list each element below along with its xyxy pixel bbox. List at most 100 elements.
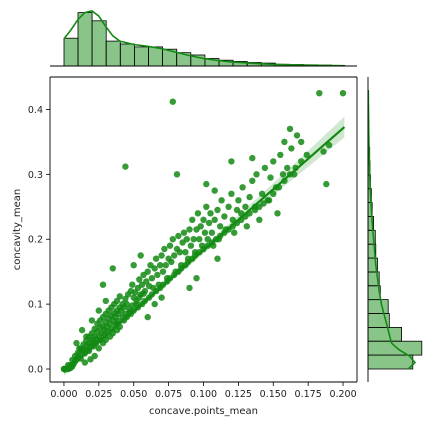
scatter-point <box>193 275 200 282</box>
scatter-point <box>116 293 124 300</box>
scatter-point <box>161 245 168 253</box>
scatter-point <box>258 190 266 197</box>
scatter-point <box>83 333 90 340</box>
y-tick-label: 0.1 <box>28 300 43 311</box>
scatter-point <box>246 193 253 201</box>
scatter-point <box>211 216 218 223</box>
scatter-point <box>267 174 274 181</box>
scatter-point <box>217 223 224 230</box>
x-tick-label: 0.175 <box>295 389 322 400</box>
scatter-point <box>173 171 181 178</box>
scatter-point <box>176 249 183 256</box>
scatter-point <box>76 345 83 352</box>
scatter-point <box>270 158 277 165</box>
scatter-point <box>151 265 158 272</box>
histogram-bar-x <box>148 46 164 67</box>
scatter-point <box>144 268 151 275</box>
y-tick-label: 0.4 <box>28 105 43 116</box>
scatter-point <box>151 300 158 308</box>
scatter-point <box>158 252 165 259</box>
scatter-point <box>95 307 103 314</box>
scatter-point <box>158 294 165 301</box>
scatter-point <box>140 290 147 297</box>
scatter-point <box>168 258 175 266</box>
scatter-point <box>253 171 260 178</box>
scatter-point <box>152 255 160 262</box>
x-tick-label: 0.075 <box>155 389 182 400</box>
scatter-point <box>197 223 204 230</box>
y-tick-label: 0.3 <box>28 170 43 181</box>
x-tick-label: 0.050 <box>120 389 147 400</box>
scatter-point <box>136 276 143 283</box>
scatter-point <box>130 262 137 269</box>
scatter-point <box>203 203 210 210</box>
scatter-point <box>122 310 129 318</box>
x-tick-label: 0.125 <box>225 389 252 400</box>
scatter-point <box>182 249 189 256</box>
x-tick-label: 0.150 <box>260 389 287 400</box>
scatter-point <box>129 302 136 309</box>
scatter-point <box>88 317 96 324</box>
top-marginal-histogram <box>50 10 357 67</box>
x-tick-label: 0.200 <box>329 389 356 400</box>
scatter-point <box>123 300 130 308</box>
x-axis-label: concave.points_mean <box>149 406 258 417</box>
scatter-point <box>187 242 195 249</box>
scatter-point <box>102 297 110 305</box>
scatter-point <box>171 252 178 259</box>
scatter-point <box>91 352 98 360</box>
scatter-point <box>159 268 167 275</box>
scatter-point <box>243 223 250 230</box>
axes: 0.000 0.025 0.050 0.075 0.100 0.125 0.150 0.175… <box>28 76 358 400</box>
histogram-bar-x <box>91 20 107 67</box>
scatter-point <box>169 98 176 105</box>
scatter-point <box>235 197 242 204</box>
scatter-point <box>320 148 327 155</box>
histogram-bar-x <box>63 37 79 67</box>
scatter-point <box>274 210 281 217</box>
scatter-point <box>196 236 203 243</box>
scatter-point <box>249 154 256 162</box>
scatter-point <box>239 184 246 191</box>
scatter-point <box>218 197 225 204</box>
scatter-point <box>231 229 238 236</box>
scatter-point <box>265 197 273 204</box>
scatter-point <box>99 281 107 288</box>
scatter-point <box>143 278 150 285</box>
scatter-point <box>323 180 330 188</box>
scatter-point <box>298 138 305 146</box>
y-tick-label: 0.0 <box>28 365 43 376</box>
x-tick-label: 0.000 <box>50 389 77 400</box>
scatter-point <box>166 242 174 249</box>
scatter-point <box>277 151 284 159</box>
scatter-point <box>207 210 214 217</box>
scatter-point <box>288 145 295 152</box>
scatter-point <box>281 138 288 146</box>
scatter-point <box>113 297 121 305</box>
scatter-point <box>95 345 103 352</box>
scatter-point <box>286 125 294 133</box>
scatter-point <box>279 171 287 178</box>
scatter-point <box>162 262 169 269</box>
scatter-point <box>214 206 221 214</box>
y-axis-label: concavity_mean <box>12 189 23 270</box>
histogram-bar-x <box>77 12 93 67</box>
scatter-point <box>136 294 143 301</box>
scatter-point <box>73 339 80 347</box>
scatter-point <box>293 132 301 139</box>
scatter-point <box>201 229 209 236</box>
histogram-bar-x <box>119 43 135 67</box>
scatter-point <box>221 213 228 220</box>
scatter-point <box>129 281 136 288</box>
scatter-point <box>186 284 193 292</box>
histogram-bar-x <box>105 40 121 67</box>
scatter-point <box>190 236 197 243</box>
y-tick-label: 0.2 <box>28 235 43 246</box>
scatter-point <box>249 177 256 184</box>
scatter-point <box>137 252 144 259</box>
scatter-point <box>316 90 323 97</box>
scatter-point <box>154 271 161 279</box>
scatter-point <box>339 90 347 97</box>
scatter-point <box>78 326 86 334</box>
scatter-point <box>186 226 193 233</box>
